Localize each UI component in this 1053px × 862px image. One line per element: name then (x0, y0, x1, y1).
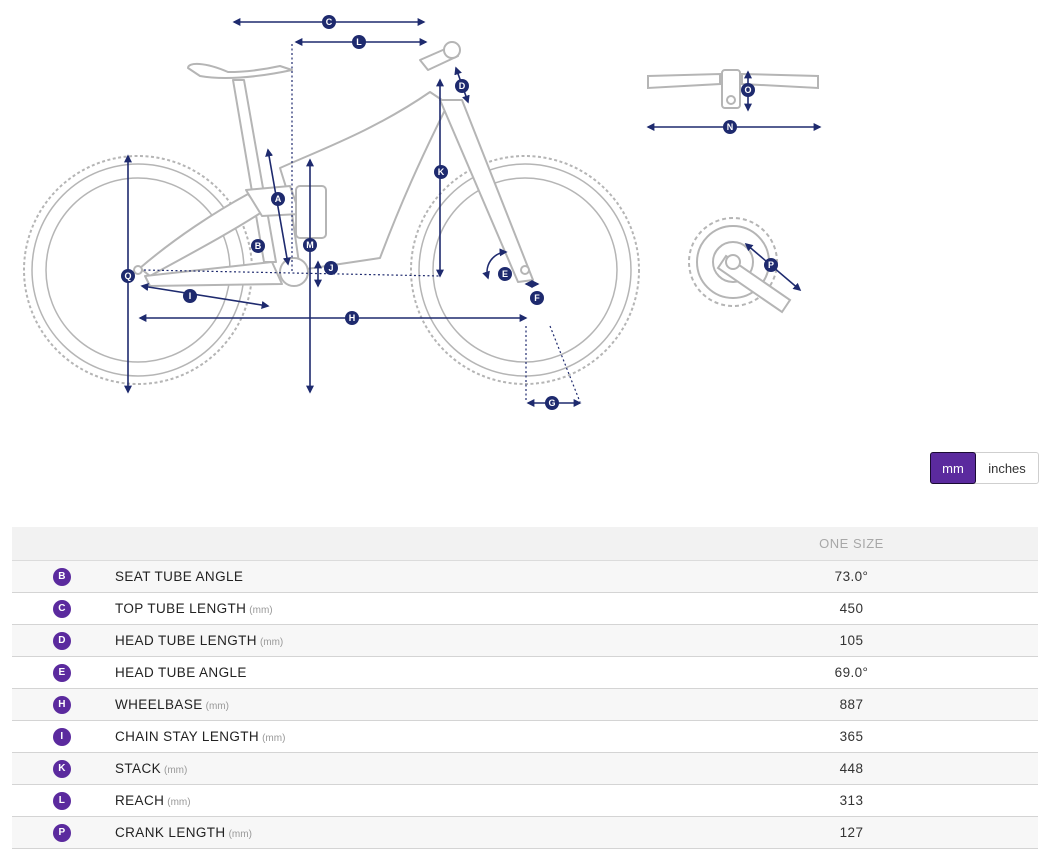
marker-m: M (303, 238, 317, 252)
svg-text:M: M (306, 240, 314, 250)
table-header-row: ONE SIZE (12, 527, 1038, 561)
marker-f: F (530, 291, 544, 305)
row-label: CRANK LENGTH (115, 825, 226, 840)
table-row: K STACK (mm) 448 (12, 752, 1038, 785)
geometry-table: ONE SIZE B SEAT TUBE ANGLE 73.0° C TOP T… (12, 527, 1038, 849)
marker-h: H (345, 311, 359, 325)
svg-text:J: J (328, 263, 333, 273)
svg-text:K: K (438, 167, 445, 177)
row-label: TOP TUBE LENGTH (115, 601, 247, 616)
row-key-badge: E (53, 663, 71, 682)
svg-text:N: N (727, 122, 734, 132)
svg-text:C: C (326, 17, 333, 27)
row-key-badge: C (53, 599, 71, 618)
row-label: REACH (115, 793, 165, 808)
marker-d: D (455, 79, 469, 93)
unit-mm-button[interactable]: mm (930, 452, 976, 484)
marker-i: I (183, 289, 197, 303)
size-column-header: ONE SIZE (665, 527, 1038, 561)
marker-a: A (271, 192, 285, 206)
row-label: WHEELBASE (115, 697, 203, 712)
row-value: 365 (665, 720, 1038, 753)
row-key-badge: I (53, 727, 71, 746)
row-key-badge: D (53, 631, 71, 650)
row-unit: (mm) (249, 605, 273, 616)
svg-text:O: O (744, 85, 751, 95)
svg-text:E: E (502, 269, 508, 279)
marker-g: G (545, 396, 559, 410)
svg-text:I: I (189, 291, 192, 301)
marker-p: P (764, 258, 778, 272)
marker-c: C (322, 15, 336, 29)
unit-inches-button[interactable]: inches (988, 460, 1026, 476)
table-row: H WHEELBASE (mm) 887 (12, 688, 1038, 721)
svg-text:F: F (534, 293, 540, 303)
marker-e: E (498, 267, 512, 281)
table-row: P CRANK LENGTH (mm) 127 (12, 816, 1038, 849)
marker-l: L (352, 35, 366, 49)
row-value: 450 (665, 592, 1038, 625)
row-key-badge: L (53, 791, 71, 810)
svg-text:Q: Q (124, 271, 131, 281)
row-label: HEAD TUBE LENGTH (115, 633, 257, 648)
row-key-badge: H (53, 695, 71, 714)
front-wheel (410, 155, 640, 385)
table-row: I CHAIN STAY LENGTH (mm) 365 (12, 720, 1038, 753)
marker-j: J (324, 261, 338, 275)
row-unit: (mm) (228, 829, 252, 840)
marker-k: K (434, 165, 448, 179)
reference-lines (143, 44, 581, 403)
svg-text:A: A (275, 194, 282, 204)
unit-toggle: mm inches (930, 452, 1039, 484)
svg-text:D: D (459, 81, 466, 91)
bike-geometry-diagram: A B C D E F G H I J K L M N O P Q (23, 15, 822, 410)
bike-frame (133, 41, 534, 287)
row-key-badge: P (53, 823, 71, 842)
row-key-badge: B (53, 567, 71, 586)
row-value: 313 (665, 784, 1038, 817)
row-value: 105 (665, 624, 1038, 657)
row-label: CHAIN STAY LENGTH (115, 729, 260, 744)
row-value: 73.0° (665, 560, 1038, 593)
table-row: C TOP TUBE LENGTH (mm) 450 (12, 592, 1038, 625)
row-value: 69.0° (665, 656, 1038, 689)
table-row: L REACH (mm) 313 (12, 784, 1038, 817)
svg-text:H: H (349, 313, 356, 323)
row-unit: (mm) (167, 797, 191, 808)
marker-q: Q (121, 269, 135, 283)
handlebar-detail (647, 69, 819, 109)
row-key-badge: K (53, 759, 71, 778)
row-unit: (mm) (164, 765, 188, 776)
marker-o: O (741, 83, 755, 97)
row-value: 448 (665, 752, 1038, 785)
row-unit: (mm) (259, 637, 284, 648)
table-row: B SEAT TUBE ANGLE 73.0° (12, 560, 1038, 593)
row-unit: (mm) (262, 733, 286, 744)
marker-n: N (723, 120, 737, 134)
svg-text:G: G (548, 398, 555, 408)
table-row: E HEAD TUBE ANGLE 69.0° (12, 656, 1038, 689)
marker-b: B (251, 239, 265, 253)
row-label: HEAD TUBE ANGLE (115, 665, 247, 680)
svg-text:P: P (768, 260, 774, 270)
row-unit: (mm) (205, 701, 229, 712)
row-label: SEAT TUBE ANGLE (115, 569, 244, 584)
svg-text:B: B (255, 241, 262, 251)
row-value: 127 (665, 816, 1038, 849)
row-label: STACK (115, 761, 162, 776)
row-value: 887 (665, 688, 1038, 721)
svg-text:L: L (356, 37, 362, 47)
dimension-markers: A B C D E F G H I J K L M N O P Q (121, 15, 778, 410)
table-row: D HEAD TUBE LENGTH (mm) 105 (12, 624, 1038, 657)
